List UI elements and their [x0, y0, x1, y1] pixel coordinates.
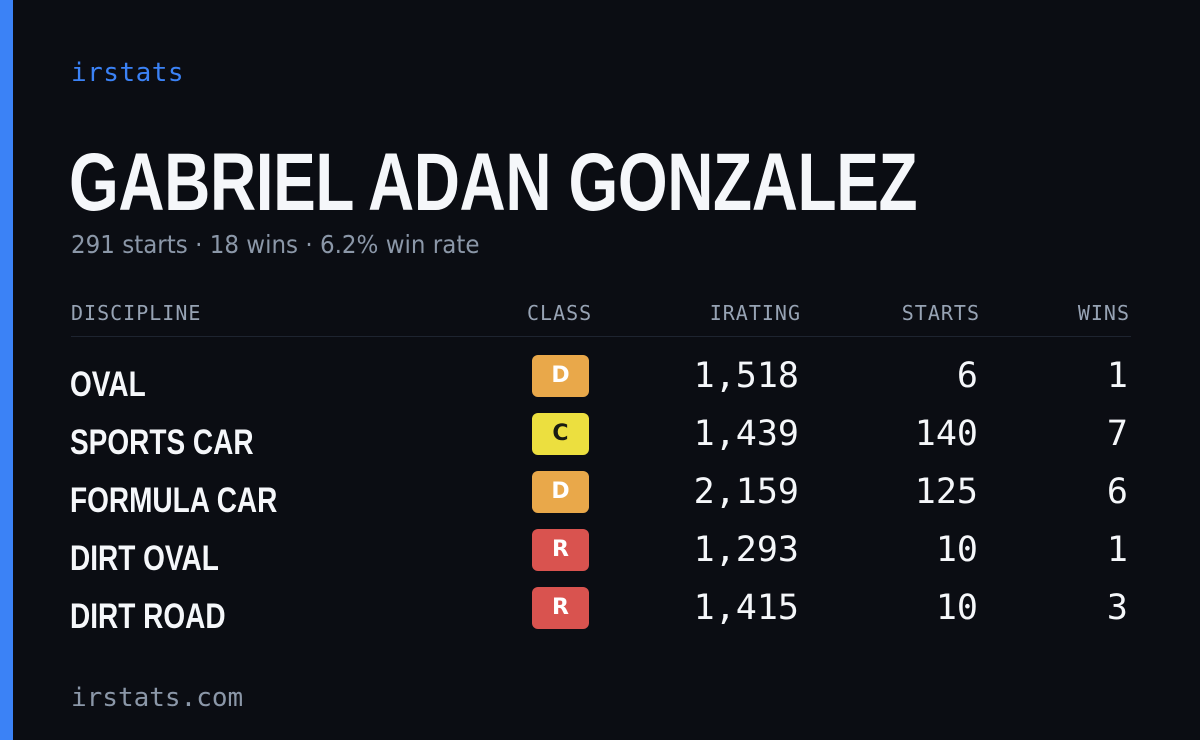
column-header-wins: WINS: [1077, 301, 1130, 325]
starts-value: 6: [956, 356, 978, 396]
wins-value: 3: [1106, 588, 1128, 628]
irating-value: 2,159: [693, 472, 799, 512]
license-class-badge: R: [532, 587, 589, 629]
wins-value: 1: [1106, 530, 1128, 570]
table-row: SPORTS CAR C 1,439 140 7: [0, 413, 1200, 471]
starts-value: 125: [914, 472, 978, 512]
license-class-badge: D: [532, 355, 589, 397]
irating-value: 1,293: [693, 530, 799, 570]
wins-value: 7: [1106, 414, 1128, 454]
player-summary: 291 starts · 18 wins · 6.2% win rate: [71, 230, 480, 259]
starts-value: 10: [935, 588, 978, 628]
starts-value: 10: [935, 530, 978, 570]
license-class-badge: R: [532, 529, 589, 571]
table-row: DIRT ROAD R 1,415 10 3: [0, 587, 1200, 645]
discipline-name: SPORTS CAR: [70, 423, 254, 462]
discipline-name: OVAL: [70, 365, 146, 404]
column-header-discipline: DISCIPLINE: [71, 301, 202, 325]
column-header-class: CLASS: [527, 301, 593, 325]
discipline-name: DIRT OVAL: [70, 539, 219, 578]
discipline-name: FORMULA CAR: [70, 481, 278, 520]
table-row: FORMULA CAR D 2,159 125 6: [0, 471, 1200, 529]
license-class-badge: C: [532, 413, 589, 455]
footer-url[interactable]: irstats.com: [71, 683, 244, 713]
irating-value: 1,415: [693, 588, 799, 628]
accent-bar: [0, 0, 13, 740]
column-header-irating: IRATING: [709, 301, 801, 325]
irating-value: 1,439: [693, 414, 799, 454]
irating-value: 1,518: [693, 356, 799, 396]
player-name: GABRIEL ADAN GONZALEZ: [69, 137, 918, 228]
table-row: DIRT OVAL R 1,293 10 1: [0, 529, 1200, 587]
column-header-starts: STARTS: [901, 301, 980, 325]
discipline-name: DIRT ROAD: [70, 597, 226, 636]
header-divider: [71, 336, 1131, 337]
starts-value: 140: [914, 414, 978, 454]
table-row: OVAL D 1,518 6 1: [0, 355, 1200, 413]
wins-value: 6: [1106, 472, 1128, 512]
brand-logo[interactable]: irstats: [71, 58, 185, 88]
license-class-badge: D: [532, 471, 589, 513]
wins-value: 1: [1106, 356, 1128, 396]
